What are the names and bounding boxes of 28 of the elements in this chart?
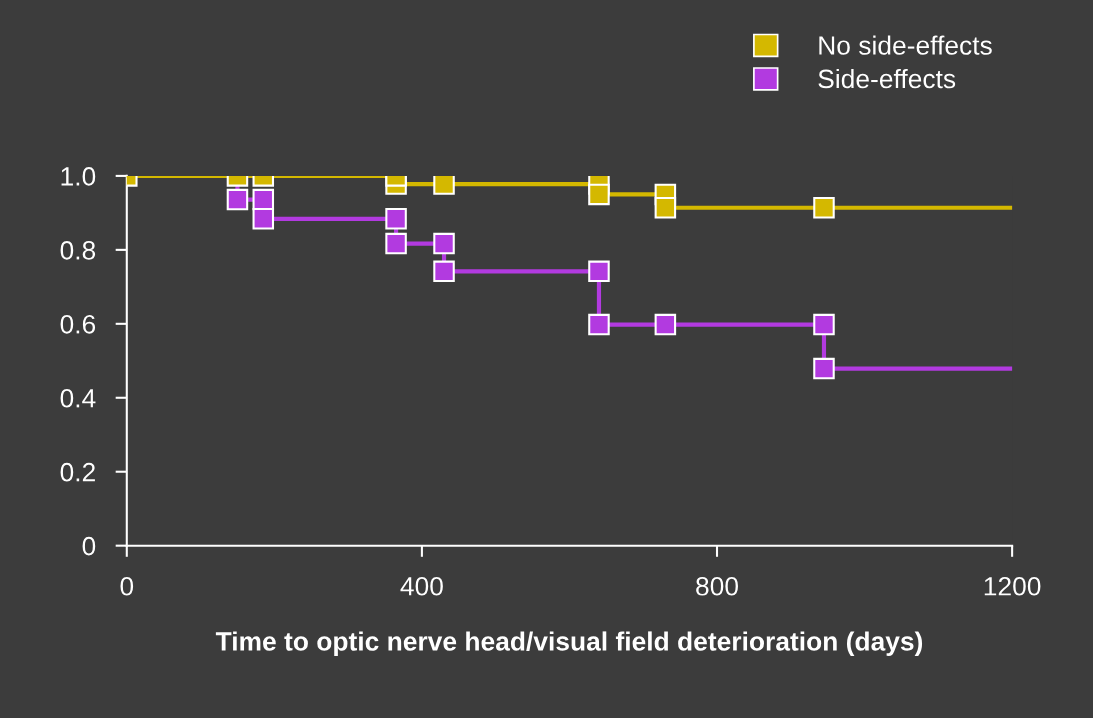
y-tick-label: 0 [82,536,96,556]
point [654,196,677,219]
y-tick-label: 0.4 [60,388,96,408]
point [813,313,835,336]
y-tick-label: 1.0 [61,167,96,186]
point [433,260,455,283]
point [385,232,407,255]
point [813,357,835,380]
point [588,313,610,336]
x-tick-label: 0 [120,576,134,596]
x-tick-label: 800 [696,576,738,596]
point [588,260,610,283]
point [385,208,407,230]
point [226,188,249,211]
x-tick-label: 1200 [984,576,1041,596]
point [588,183,610,206]
point [813,196,835,219]
point [252,208,275,230]
x-tick-label: 400 [400,576,443,596]
point [654,313,677,336]
x-axis-title: Time to optic nerve head/visual field deterioration (days) [215,631,923,656]
point [433,232,455,255]
y-tick-label: 0.6 [60,314,96,334]
point [433,175,455,195]
legend-label: No side-effects [819,35,992,55]
y-tick-label: 0.8 [60,241,96,260]
legend-label: Side-effects [818,68,956,89]
y-tick-label: 0.2 [60,462,95,482]
